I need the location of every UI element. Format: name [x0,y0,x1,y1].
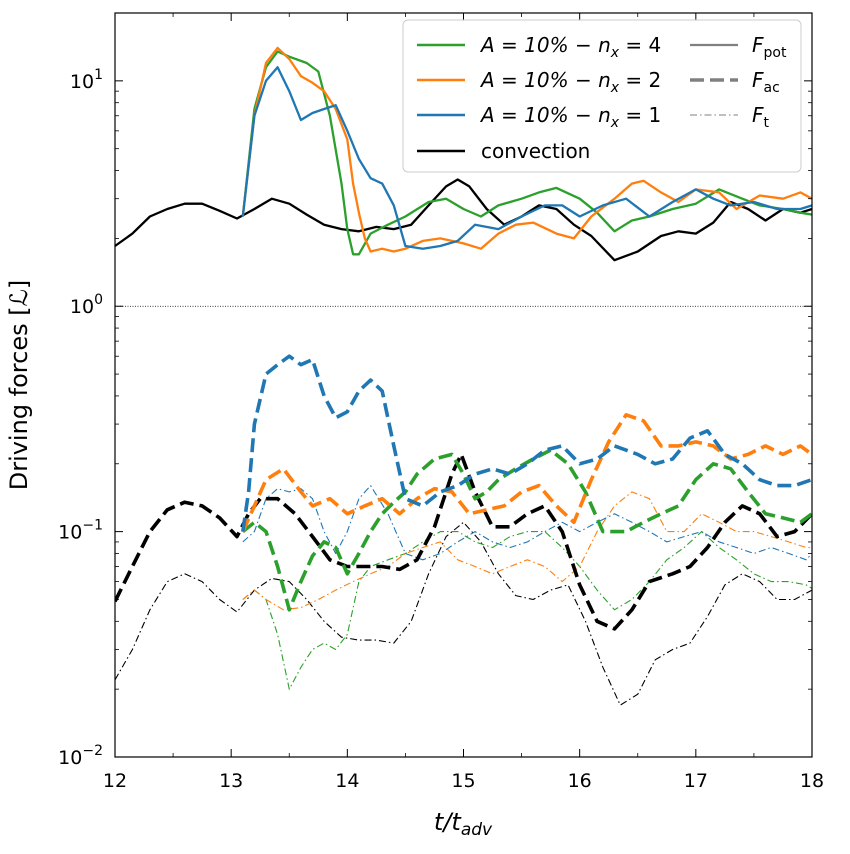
x-tick-label: 16 [568,770,592,792]
x-tick-label: 12 [103,770,127,792]
y-tick-label: 101 [70,67,103,93]
series-line-nx4-f-pot [241,50,812,256]
legend-label-nx1: A = 10% − nx = 1 [479,103,661,131]
plot-frame [114,12,813,758]
legend-label-pot: Fpot [752,33,787,61]
series-line-nx1-f-t [242,485,812,561]
series-line-nx2-f-t [242,491,812,611]
legend: A = 10% − nx = 4 A = 10% − nx = 2 A = 10% … [402,19,802,173]
series-line-convection-f-pot [115,178,812,262]
series-line-nx4-f-ac [241,448,812,612]
legend-label-nx2: A = 10% − nx = 2 [479,68,661,96]
series-line-convection-f-t [115,521,812,706]
x-tick-label: 18 [800,770,824,792]
ticks-layer: 12 13 14 15 16 17 18 101 100 10−1 10−2 [58,13,824,792]
x-tick-label: 17 [684,770,708,792]
y-tick-label: 100 [70,292,103,318]
series-line-nx1-f-pot [241,66,812,250]
x-axis-label: t/tadv [434,808,493,840]
legend-label-t: Ft [752,103,770,131]
x-tick-label: 13 [219,770,243,792]
x-tick-label: 14 [335,770,359,792]
legend-label-ac: Fac [752,68,780,96]
series-line-nx2-f-ac [241,412,812,533]
y-tick-label: 10−2 [58,743,103,769]
series-line-nx1-f-ac [241,354,812,532]
y-tick-label: 10−1 [58,518,103,544]
legend-label-nx4: A = 10% − nx = 4 [479,33,661,61]
x-tick-label: 15 [451,770,475,792]
legend-box [402,19,802,173]
legend-label-conv: convection [481,139,590,163]
y-axis-label: Driving forces [ℒ] [5,280,33,491]
series-layer [115,46,812,706]
series-line-nx4-f-t [242,531,812,690]
